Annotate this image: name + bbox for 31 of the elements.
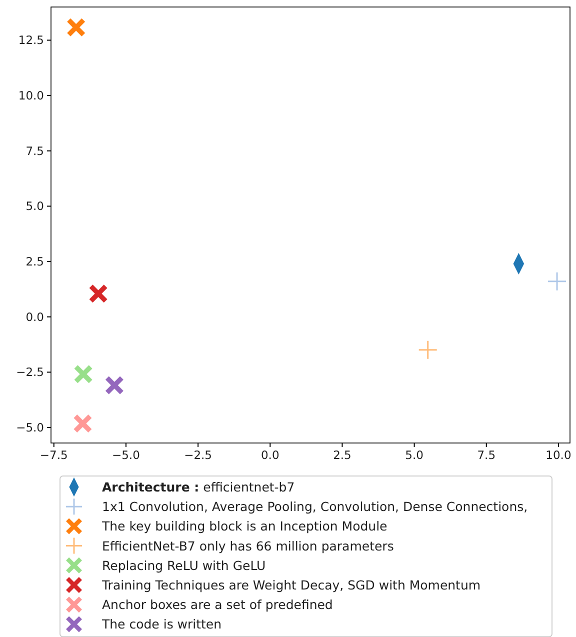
point xyxy=(74,414,92,433)
legend-label: Training Techniques are Weight Decay, SGD with Momentum xyxy=(101,578,481,592)
x-tick-label: 5.0 xyxy=(405,448,424,462)
legend-label: Anchor boxes are a set of predefined xyxy=(102,597,333,612)
point xyxy=(67,18,86,36)
point xyxy=(105,376,124,394)
legend-label: The code is written xyxy=(101,616,222,632)
y-tick-label: 12.5 xyxy=(18,33,44,48)
y-tick-label: −5.0 xyxy=(16,420,44,435)
legend-label: Architecture : efficientnet-b7 xyxy=(102,480,295,494)
x-tick-label: −2.5 xyxy=(184,448,212,462)
point xyxy=(547,272,567,292)
y-tick-label: 2.5 xyxy=(26,254,44,269)
y-tick-label: 5.0 xyxy=(26,199,44,214)
y-tick-label: 0.0 xyxy=(26,310,44,324)
legend-label: Replacing ReLU with GeLU xyxy=(102,558,266,573)
y-tick-label: 7.5 xyxy=(26,144,44,158)
point xyxy=(74,365,92,384)
y-tick-label: −2.5 xyxy=(16,365,44,380)
y-tick-label: 10.0 xyxy=(18,88,44,103)
point xyxy=(418,340,438,360)
x-tick-label: −5.0 xyxy=(112,448,140,462)
x-tick-label: 2.5 xyxy=(333,448,352,462)
legend-label: EfficientNet-B7 only has 66 million parameters xyxy=(102,538,394,554)
x-tick-label: 0.0 xyxy=(260,448,280,462)
legend-label: 1x1 Convolution, Average Pooling, Convolution, Dense Connections, xyxy=(102,499,528,514)
x-tick-label: 7.5 xyxy=(477,448,496,462)
x-tick-label: −7.5 xyxy=(40,448,68,462)
x-tick-label: 10.0 xyxy=(546,448,572,462)
legend-label: The key building block is an Inception Module xyxy=(101,518,388,534)
point xyxy=(89,284,108,303)
